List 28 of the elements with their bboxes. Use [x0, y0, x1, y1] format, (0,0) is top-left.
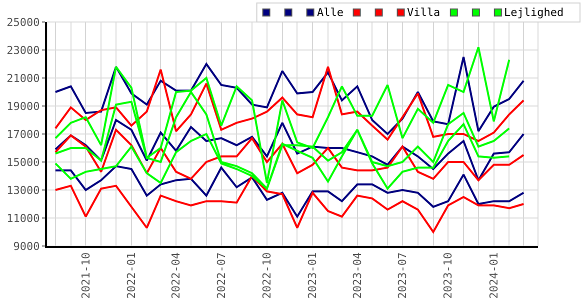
x-tick-label: 2021-10	[79, 252, 92, 299]
line-series	[54, 128, 525, 182]
legend-label: Lejlighed	[504, 6, 564, 19]
x-tick-label: 2024-01	[487, 252, 500, 299]
y-tick-label: 15000	[6, 156, 40, 169]
x-tick-label: 2023-10	[442, 252, 455, 299]
x-tick-label: 2023-01	[306, 252, 320, 299]
y-tick-label: 13000	[6, 184, 40, 197]
line-series	[54, 119, 525, 182]
y-tick-label: 9000	[13, 240, 40, 253]
line-series	[54, 56, 525, 135]
x-tick-label: 2023-07	[396, 252, 410, 299]
line-series	[54, 165, 525, 218]
line-series	[54, 66, 525, 142]
y-tick-label: 23000	[6, 44, 40, 57]
x-tick-label: 2023-04	[350, 252, 364, 299]
x-tick-label: 2022-10	[260, 252, 274, 299]
line-series	[54, 175, 525, 233]
y-tick-label: 19000	[6, 100, 40, 113]
y-tick-label: 21000	[6, 72, 40, 85]
y-tick-label: 11000	[6, 212, 40, 225]
legend-label: Alle	[317, 6, 344, 19]
legend-label: Villa	[407, 6, 440, 19]
y-tick-label: 17000	[6, 128, 40, 141]
x-tick-label: 2022-01	[124, 252, 138, 299]
y-tick-label: 25000	[6, 16, 40, 29]
x-tick-label: 2022-04	[170, 252, 183, 299]
x-tick-label: 2022-07	[214, 252, 228, 299]
